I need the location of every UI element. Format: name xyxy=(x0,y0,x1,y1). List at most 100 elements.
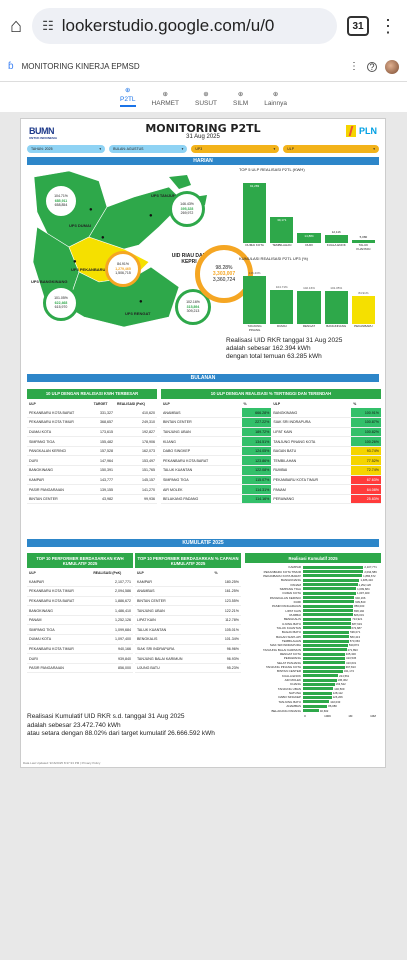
kumulatif-bar-row[interactable]: RENGAT KOTA 405,300 xyxy=(245,652,381,656)
up3-bar[interactable]: 146.43% xyxy=(243,271,267,324)
kumulatif-tick-label: TANJUNG PINANG KOTA xyxy=(265,665,301,670)
help-icon[interactable]: ? xyxy=(367,61,377,72)
top5-data-label: 12,116 xyxy=(331,230,341,235)
region-map: UP3 DUMAI UP3 TANJUNG PINANG UP3 PEKANBA… xyxy=(29,167,253,335)
table-cell: 940,166 xyxy=(91,644,133,655)
more-options-icon[interactable]: ⋮ xyxy=(349,61,359,72)
kumulatif-bar-row[interactable]: KUALA ENOK 224,561 xyxy=(245,674,381,678)
home-icon[interactable]: ⌂ xyxy=(10,14,23,37)
filter-tahun[interactable]: TAHUN: 2025 ▾ xyxy=(27,145,106,153)
looker-logo-icon: ɓ xyxy=(8,61,14,72)
page-icon: ⊕ xyxy=(162,91,168,98)
table-cell: TALUK KUANTAN xyxy=(135,624,213,636)
kumulatif-bar-row[interactable]: AIR MOLEK 195,362 xyxy=(245,678,381,682)
kumulatif-bar-row[interactable]: DURI 939,840 xyxy=(245,600,381,604)
kumulatif-bar-row[interactable]: TANJUNG BATU 102,033 xyxy=(245,700,381,704)
kumulatif-bar-row[interactable]: BELAKANG PADANG 40,602 xyxy=(245,708,381,713)
more-menu-icon[interactable]: ⋮ xyxy=(379,15,397,36)
kumulatif-bar-row[interactable]: TALUK KUANTAN 672,687 xyxy=(245,626,381,630)
filter-ulp[interactable]: ULP ▾ xyxy=(283,145,379,153)
table-cell: 139,155 xyxy=(91,484,116,495)
table-cell: DUMAI KOTA xyxy=(27,427,92,438)
kumulatif-bar-row[interactable]: TANJUNG BALAI KARIMUN 471,893 xyxy=(245,648,381,652)
kumulatif-bar-row[interactable]: RUMBAI 826,031 xyxy=(245,613,381,617)
kumulatif-axis-tick: 0 xyxy=(304,713,306,718)
kumulatif-axis-tick: 10M xyxy=(370,713,376,718)
tab-p2tl[interactable]: ⊕ P2TL xyxy=(120,86,136,107)
kumulatif-bar-row[interactable]: BINTAN CENTER 341,174 xyxy=(245,669,381,673)
tab-silm[interactable]: ⊕ SILM xyxy=(233,91,249,107)
up3-bar[interactable]: 102.16% xyxy=(297,286,321,324)
kumulatif-axis-tick: 1M xyxy=(348,713,353,718)
kumulatif-bar xyxy=(303,669,343,673)
kumulatif-bar-row[interactable]: SIAK SRI INDRAPURA 530,874 xyxy=(245,643,381,647)
kumulatif-bar-row[interactable]: TEMBILAHAN 573,363 xyxy=(245,639,381,643)
kumulatif-bar-row[interactable]: SIMPANG TIGA 1,099,684 xyxy=(245,587,381,591)
kumulatif-tick-label: BAGAN SIAPI-API xyxy=(276,634,301,639)
kumulatif-bar-row[interactable]: ANAMBAS 86,080 xyxy=(245,704,381,708)
top5-bar[interactable]: 5,080 xyxy=(351,235,376,243)
up3-bar[interactable]: 104.71% xyxy=(270,285,294,324)
top5-bar[interactable]: 91,283 xyxy=(243,183,267,243)
table-cell: 249,310 xyxy=(115,417,157,428)
kumulatif-data-label: 146,509 xyxy=(334,686,345,691)
kumulatif-bar-row[interactable]: BAGAN BATU 596,071 xyxy=(245,630,381,634)
up3-bar[interactable]: 84.91% xyxy=(351,291,376,324)
kumulatif-bar-row[interactable]: BAGAN SIAPI-API 583,413 xyxy=(245,635,381,639)
table-row: PEKANBARU KOTA TIMUR 368,657 249,310 xyxy=(27,417,157,428)
filter-up3[interactable]: UP3 ▾ xyxy=(191,145,280,153)
table-row: DUMAI KOTA 173,615 192,827 xyxy=(27,427,157,438)
kumulatif-bar-row[interactable]: PERAWANG 413,545 xyxy=(245,656,381,660)
pct-cell: 25.83% xyxy=(351,494,381,505)
pct-cell: 100.91% xyxy=(351,408,381,419)
map-pin-icon: ● xyxy=(139,299,143,305)
kumulatif-bar-row[interactable]: PEKANBARU KOTA BARAT 1,886,672 xyxy=(245,574,381,578)
kumulatif-bar-row[interactable]: LIPAT KAIN 838,192 xyxy=(245,608,381,613)
site-settings-icon[interactable]: ☷ xyxy=(42,18,54,33)
table-row: BELAKANG PADANG 114.16% PERAWANG 25.83% xyxy=(161,494,381,505)
kumulatif-bar-row[interactable]: UJUNG BATU 687,619 xyxy=(245,621,381,626)
kumulatif-bar-row[interactable]: BENGKALIS 713,921 xyxy=(245,617,381,621)
top5-bar[interactable]: 39,171 xyxy=(270,217,294,243)
avatar[interactable] xyxy=(385,59,399,74)
up3-tick-label: TANJUNG PINANG xyxy=(247,324,262,332)
up3-tick-label: BANGKINANG xyxy=(326,324,347,328)
table-row: TANJUNG BALAI KARIMUN 96.93% xyxy=(135,653,241,664)
kumulatif-bar-row[interactable]: DABO SINGKEP 126,206 xyxy=(245,695,381,699)
kumulatif-bar-row[interactable]: TANJUNG PINANG KOTA 397,813 xyxy=(245,665,381,669)
kumulatif-bar-row[interactable]: SELAT PANJANG 413,631 xyxy=(245,661,381,665)
kumulatif-bar-row[interactable]: PANAM 1,252,126 xyxy=(245,582,381,587)
table-cell: 43,982 xyxy=(91,494,116,505)
gauge-pct: 98.28% xyxy=(215,264,233,271)
up3-bar[interactable]: 101.05% xyxy=(324,286,348,324)
table-cell: BINTAN CENTER xyxy=(27,494,92,505)
kumulatif-bar-row[interactable]: TANJUNG UBAN 146,509 xyxy=(245,687,381,691)
top5-bar[interactable]: 12,116 xyxy=(324,230,348,243)
pct-cell: 100.26% xyxy=(351,436,381,447)
tab-susut[interactable]: ⊕ SUSUT xyxy=(195,91,218,107)
kumulatif-bar-row[interactable]: PEKANBARU KOTA TIMUR 2,094,586 xyxy=(245,569,381,574)
filter-bulan[interactable]: BULAN: AGUSTUS ▾ xyxy=(109,145,188,153)
kumulatif-bar-row[interactable]: PANGKALAN KERINCI 940,166 xyxy=(245,595,381,600)
kumulatif-bar-row[interactable]: NATUNA 128,112 xyxy=(245,691,381,695)
kumulatif-bar-row[interactable]: KIJANG 163,542 xyxy=(245,682,381,686)
page-icon: ⊕ xyxy=(272,91,279,98)
tab-lainnya[interactable]: ⊕ Lainnya xyxy=(264,91,287,107)
kumulatif-bar xyxy=(303,704,328,708)
report-date: 31 Aug 2025 xyxy=(186,134,220,140)
kumulatif-data-label: 687,619 xyxy=(351,621,362,626)
tab-harmet[interactable]: ⊕ HARMET xyxy=(151,91,179,107)
address-bar[interactable]: ☷ lookerstudio.google.com/u/0 xyxy=(32,8,337,44)
kumulatif-bar-row[interactable]: BANGKINANG 1,486,410 xyxy=(245,578,381,582)
tab-count-button[interactable]: 31 xyxy=(347,16,369,36)
kumulatif-bar-row[interactable]: KAMPAR 2,107,771 xyxy=(245,565,381,569)
map-pin-icon: ● xyxy=(101,235,105,241)
kumulatif-bar-row[interactable]: DUMAI KOTA 1,097,400 xyxy=(245,591,381,595)
top5-bar[interactable]: 14,884 xyxy=(297,233,321,243)
table-cell: 99,936 xyxy=(115,494,157,505)
kumulatif-bar xyxy=(303,565,364,569)
kumulatif-tick-label: TEMBILAHAN xyxy=(281,639,301,644)
kumulatif-bar-row[interactable]: PASIR PANGARAIAN 856,000 xyxy=(245,604,381,608)
kumulatif-tick-label: LIPAT KAIN xyxy=(285,608,301,613)
kumulatif-bar xyxy=(303,600,355,604)
